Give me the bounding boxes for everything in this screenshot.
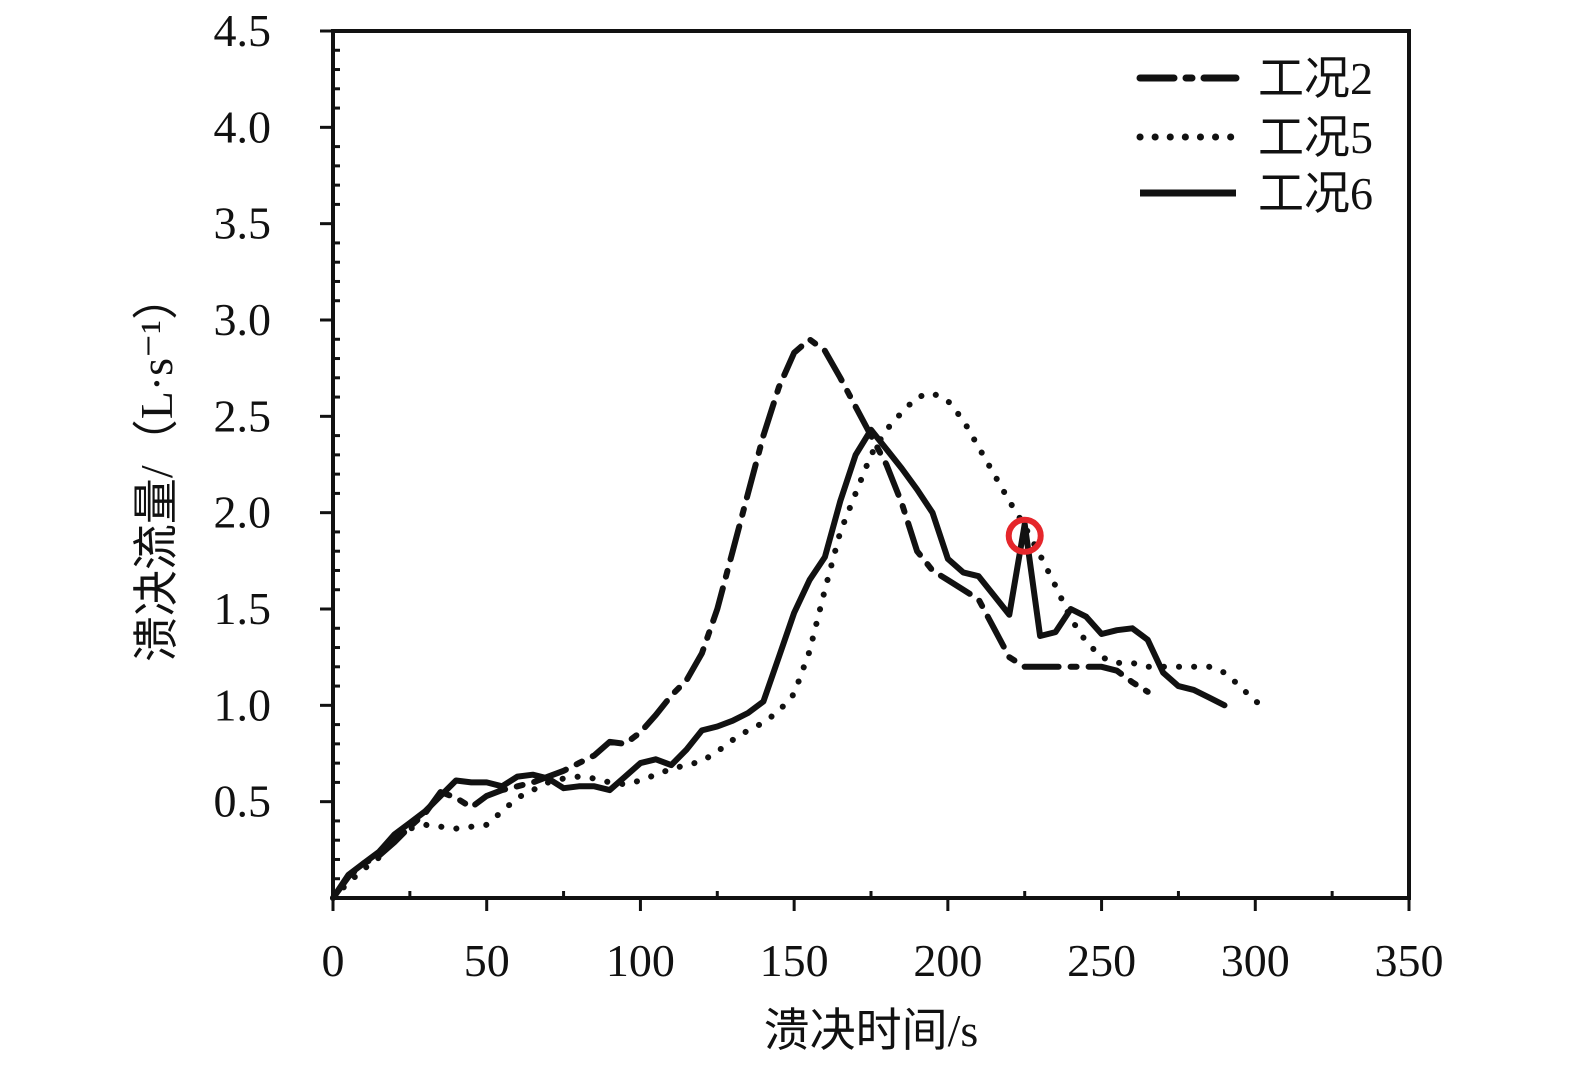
x-tick-label: 300 (1221, 935, 1290, 986)
x-tick-label: 250 (1067, 935, 1136, 986)
y-tick-label: 0.5 (214, 776, 272, 827)
plot-area: 0 50 100 150 200 250 300 350 0.5 1.0 1.5 2.0 2.5 3.0 3… (214, 5, 1444, 986)
y-tick-label: 3.0 (214, 294, 272, 345)
y-tick-label: 4.5 (214, 5, 272, 56)
legend: 工况2 工况5 工况6 (1136, 53, 1373, 219)
y-tick-label: 4.0 (214, 101, 272, 152)
y-tick-label: 2.0 (214, 487, 272, 538)
y-axis-title: 溃决流量/（L·s⁻¹） (131, 274, 182, 662)
y-tick-label: 1.0 (214, 679, 272, 730)
x-tick-label: 50 (464, 935, 510, 986)
legend-label-series-3: 工况6 (1258, 168, 1373, 219)
y-tick-label: 3.5 (214, 198, 272, 249)
series-line-1 (330, 336, 1151, 901)
x-tick-label: 0 (322, 935, 345, 986)
legend-label-series-2: 工况5 (1258, 112, 1373, 163)
y-tick-label: 1.5 (214, 583, 272, 634)
x-tick-label: 100 (606, 935, 675, 986)
series-line-3 (330, 426, 1228, 901)
x-tick-label: 150 (760, 935, 829, 986)
x-tick-label: 350 (1375, 935, 1444, 986)
plot-frame (331, 29, 1411, 900)
x-axis-title: 溃决时间/s (764, 1005, 979, 1056)
x-tick-label: 200 (913, 935, 982, 986)
highlight-circle-marker (1005, 516, 1044, 555)
legend-label-series-1: 工况2 (1258, 53, 1373, 104)
series-line-2 (330, 390, 1274, 901)
y-tick-label: 2.5 (214, 390, 272, 441)
